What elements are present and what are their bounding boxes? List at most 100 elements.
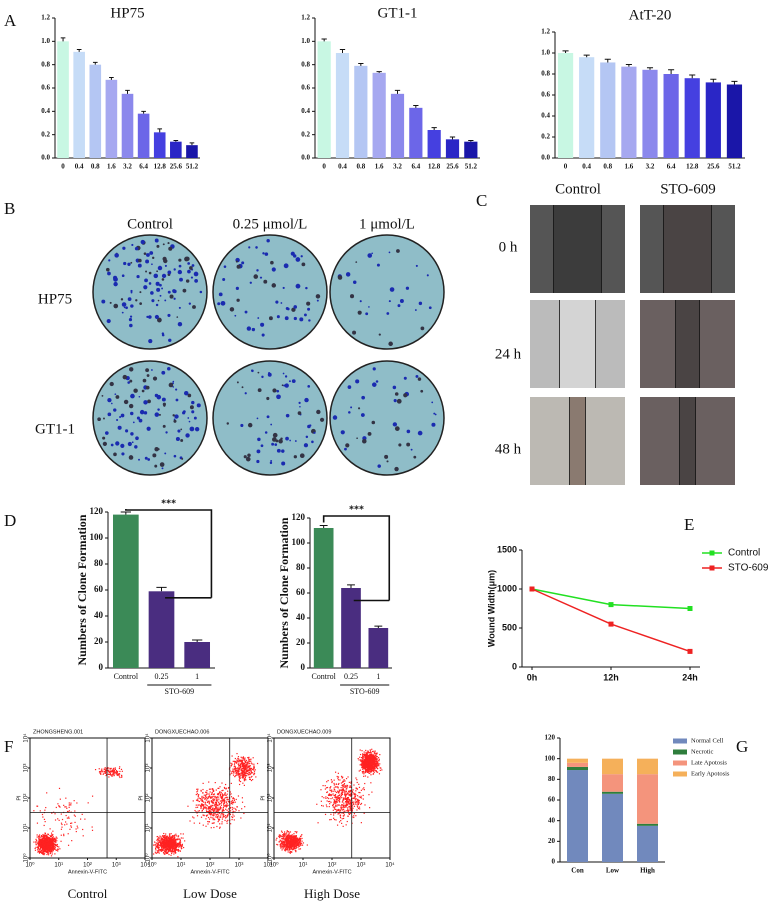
event-dot <box>37 840 39 842</box>
colony <box>269 461 273 465</box>
event-dot <box>223 801 226 803</box>
event-dot <box>351 791 353 793</box>
event-dot <box>284 847 287 849</box>
event-dot <box>43 841 46 843</box>
event-dot <box>174 849 176 852</box>
event-dot <box>253 767 255 769</box>
event-dot <box>378 760 380 762</box>
event-dot <box>245 769 247 771</box>
event-dot <box>343 806 345 809</box>
colony <box>414 309 417 311</box>
colony <box>293 305 298 309</box>
event-dot <box>336 824 339 826</box>
event-dot <box>234 768 236 770</box>
event-dot <box>347 776 349 778</box>
event-dot <box>328 797 330 800</box>
event-dot <box>353 805 356 807</box>
event-dot <box>357 798 359 801</box>
y-tick-label: 10² <box>146 794 152 803</box>
event-dot <box>162 852 165 854</box>
event-dot <box>40 845 42 848</box>
event-dot <box>67 844 70 846</box>
event-dot <box>293 833 295 835</box>
event-dot <box>288 843 290 845</box>
event-dot <box>163 850 165 852</box>
error-bar <box>76 49 82 52</box>
event-dot <box>286 840 289 842</box>
event-dot <box>206 805 208 807</box>
event-dot <box>219 796 221 798</box>
event-dot <box>244 776 246 778</box>
event-dot <box>206 789 208 792</box>
event-dot <box>244 757 246 759</box>
event-dot <box>244 766 246 768</box>
event-dot <box>234 801 236 803</box>
bar <box>621 66 637 158</box>
event-dot <box>291 846 293 849</box>
y-tick-label: 0 <box>99 662 104 672</box>
event-dot <box>334 799 336 802</box>
event-dot <box>230 796 233 798</box>
event-dot <box>344 793 346 795</box>
event-dot <box>244 771 246 774</box>
event-dot <box>116 772 118 774</box>
event-dot <box>48 838 51 841</box>
event-dot <box>196 793 199 795</box>
event-dot <box>161 842 163 844</box>
event-dot <box>244 774 246 776</box>
event-dot <box>251 763 253 765</box>
event-dot <box>165 848 167 850</box>
x-tick-label: 0.4 <box>75 163 84 171</box>
event-dot <box>292 839 294 841</box>
event-dot <box>243 784 245 786</box>
event-dot <box>333 784 336 786</box>
event-dot <box>200 789 202 792</box>
colony <box>303 443 309 448</box>
event-dot <box>213 798 216 800</box>
colony <box>107 271 111 276</box>
event-dot <box>211 796 213 798</box>
event-dot <box>201 810 203 812</box>
event-dot <box>79 818 82 820</box>
event-dot <box>49 839 52 842</box>
event-dot <box>207 797 209 799</box>
event-dot <box>338 798 341 800</box>
event-dot <box>295 845 297 847</box>
event-dot <box>330 801 332 803</box>
event-dot <box>249 778 251 780</box>
event-dot <box>335 810 338 812</box>
event-dot <box>348 790 350 792</box>
colony <box>152 453 157 458</box>
event-dot <box>225 788 227 790</box>
y-tick-label: 20 <box>94 636 104 646</box>
event-dot <box>236 752 238 755</box>
y-axis-label: Numbers of Clone Formation <box>277 517 291 668</box>
event-dot <box>58 787 61 790</box>
event-dot <box>38 843 40 845</box>
event-dot <box>292 849 294 851</box>
event-dot <box>360 760 362 762</box>
event-dot <box>237 756 240 758</box>
event-dot <box>47 846 49 848</box>
panel-letter: C <box>476 191 487 210</box>
event-dot <box>38 849 40 851</box>
event-dot <box>283 836 285 839</box>
colony <box>307 385 311 388</box>
colony <box>107 412 112 417</box>
event-dot <box>285 833 287 835</box>
event-dot <box>295 841 298 844</box>
event-dot <box>220 791 222 794</box>
significance-bracket <box>125 509 213 599</box>
colony <box>127 297 132 301</box>
event-dot <box>341 793 344 796</box>
event-dot <box>51 851 53 853</box>
y-tick-label: 1000 <box>497 583 517 593</box>
event-dot <box>219 786 221 788</box>
event-dot <box>280 847 282 849</box>
event-dot <box>280 844 282 846</box>
event-dot <box>240 756 242 758</box>
event-dot <box>213 817 215 819</box>
event-dot <box>215 807 217 809</box>
colony <box>144 278 148 283</box>
event-dot <box>175 839 178 841</box>
